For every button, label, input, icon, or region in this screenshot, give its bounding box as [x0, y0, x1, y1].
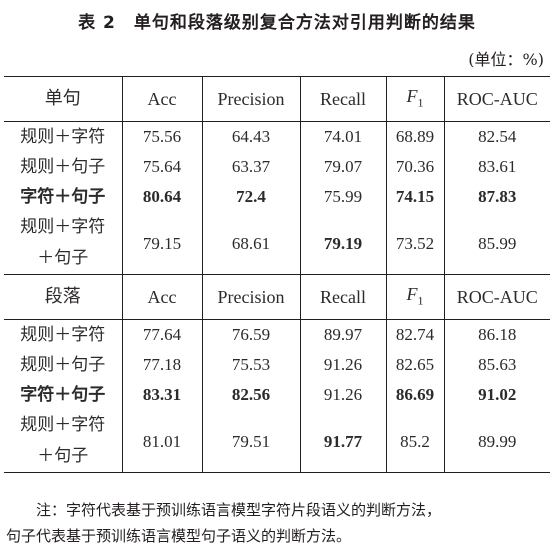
header-f1: F1 [385, 76, 444, 122]
table-footnote: 注：字符代表基于预训练语言模型字符片段语义的判断方法， 句子代表基于预训练语言模… [6, 497, 546, 549]
row-label: 字符＋句子 [20, 385, 106, 405]
table-row: 规则＋字符 77.64 76.59 89.97 82.74 86.18 [4, 319, 550, 350]
cell-f1: 86.69 [385, 380, 444, 410]
footnote-line: 句子代表基于预训练语言模型句子语义的判断方法。 [6, 527, 352, 545]
cell-f1: 85.2 [385, 410, 444, 473]
cell-roc-auc: 91.02 [443, 380, 550, 410]
cell-precision: 63.37 [201, 152, 300, 182]
cell-precision: 75.53 [201, 350, 300, 380]
row-label: 规则＋字符 [20, 325, 106, 345]
cell-acc: 81.01 [121, 410, 202, 473]
table-row: 规则＋字符 ＋句子 81.01 79.51 91.77 85.2 89.99 [4, 410, 550, 473]
results-table: 单句 Acc Precision Recall F1 ROC-AUC 规则＋字符… [4, 76, 550, 473]
cell-f1: 82.65 [385, 350, 444, 380]
cell-roc-auc: 85.99 [443, 212, 550, 275]
cell-roc-auc: 87.83 [443, 182, 550, 212]
cell-precision: 76.59 [201, 319, 300, 350]
cell-acc: 75.56 [121, 121, 202, 152]
cell-roc-auc: 85.63 [443, 350, 550, 380]
cell-f1: 73.52 [385, 212, 444, 275]
table-row: 字符＋句子 80.64 72.4 75.99 74.15 87.83 [4, 182, 550, 212]
row-label: 字符＋句子 [20, 187, 106, 207]
footnote-line: 注：字符代表基于预训练语言模型字符片段语义的判断方法， [36, 501, 442, 519]
cell-recall: 91.77 [299, 410, 386, 473]
header-roc-auc: ROC-AUC [443, 76, 550, 122]
cell-precision: 72.4 [201, 182, 300, 212]
cell-recall: 91.26 [299, 380, 386, 410]
cell-recall: 89.97 [299, 319, 386, 350]
cell-recall: 75.99 [299, 182, 386, 212]
row-label: 规则＋句子 [20, 355, 106, 375]
cell-acc: 79.15 [121, 212, 202, 275]
row-label: 规则＋字符 ＋句子 [20, 217, 106, 268]
cell-recall: 91.26 [299, 350, 386, 380]
row-label: 规则＋字符 ＋句子 [4, 410, 122, 473]
cell-f1: 68.89 [385, 121, 444, 152]
row-label: 规则＋句子 [20, 157, 106, 177]
table-row: 字符＋句子 83.31 82.56 91.26 86.69 91.02 [4, 380, 550, 410]
header-acc: Acc [121, 76, 202, 122]
table-row: 规则＋句子 77.18 75.53 91.26 82.65 85.63 [4, 350, 550, 380]
cell-f1: 82.74 [385, 319, 444, 350]
cell-recall: 79.07 [299, 152, 386, 182]
table-header-row: 段落 Acc Precision Recall F1 ROC-AUC [4, 274, 550, 320]
header-f1: F1 [385, 274, 444, 320]
cell-recall: 74.01 [299, 121, 386, 152]
cell-acc: 77.64 [121, 319, 202, 350]
section-name: 单句 [4, 76, 122, 122]
table-header-row: 单句 Acc Precision Recall F1 ROC-AUC [4, 76, 550, 122]
header-precision: Precision [201, 274, 300, 320]
cell-recall: 79.19 [299, 212, 386, 275]
cell-roc-auc: 86.18 [443, 319, 550, 350]
cell-precision: 82.56 [201, 380, 300, 410]
header-precision: Precision [201, 76, 300, 122]
cell-roc-auc: 83.61 [443, 152, 550, 182]
cell-acc: 77.18 [121, 350, 202, 380]
header-acc: Acc [121, 274, 202, 320]
table-row: 规则＋字符 ＋句子 79.15 68.61 79.19 73.52 85.99 [4, 212, 550, 275]
row-label: 规则＋字符 [20, 127, 106, 147]
cell-acc: 83.31 [121, 380, 202, 410]
table-title: 表 2 单句和段落级别复合方法对引用判断的结果 [78, 13, 476, 33]
cell-f1: 74.15 [385, 182, 444, 212]
cell-roc-auc: 82.54 [443, 121, 550, 152]
header-roc-auc: ROC-AUC [443, 274, 550, 320]
cell-acc: 80.64 [121, 182, 202, 212]
table-row: 规则＋句子 75.64 63.37 79.07 70.36 83.61 [4, 152, 550, 182]
table-row: 规则＋字符 75.56 64.43 74.01 68.89 82.54 [4, 121, 550, 152]
header-recall: Recall [299, 76, 386, 122]
unit-label: (单位：%) [468, 50, 544, 69]
section-name: 段落 [4, 274, 122, 320]
cell-precision: 64.43 [201, 121, 300, 152]
header-recall: Recall [299, 274, 386, 320]
cell-precision: 68.61 [201, 212, 300, 275]
cell-acc: 75.64 [121, 152, 202, 182]
cell-precision: 79.51 [201, 410, 300, 473]
cell-roc-auc: 89.99 [443, 410, 550, 473]
cell-f1: 70.36 [385, 152, 444, 182]
